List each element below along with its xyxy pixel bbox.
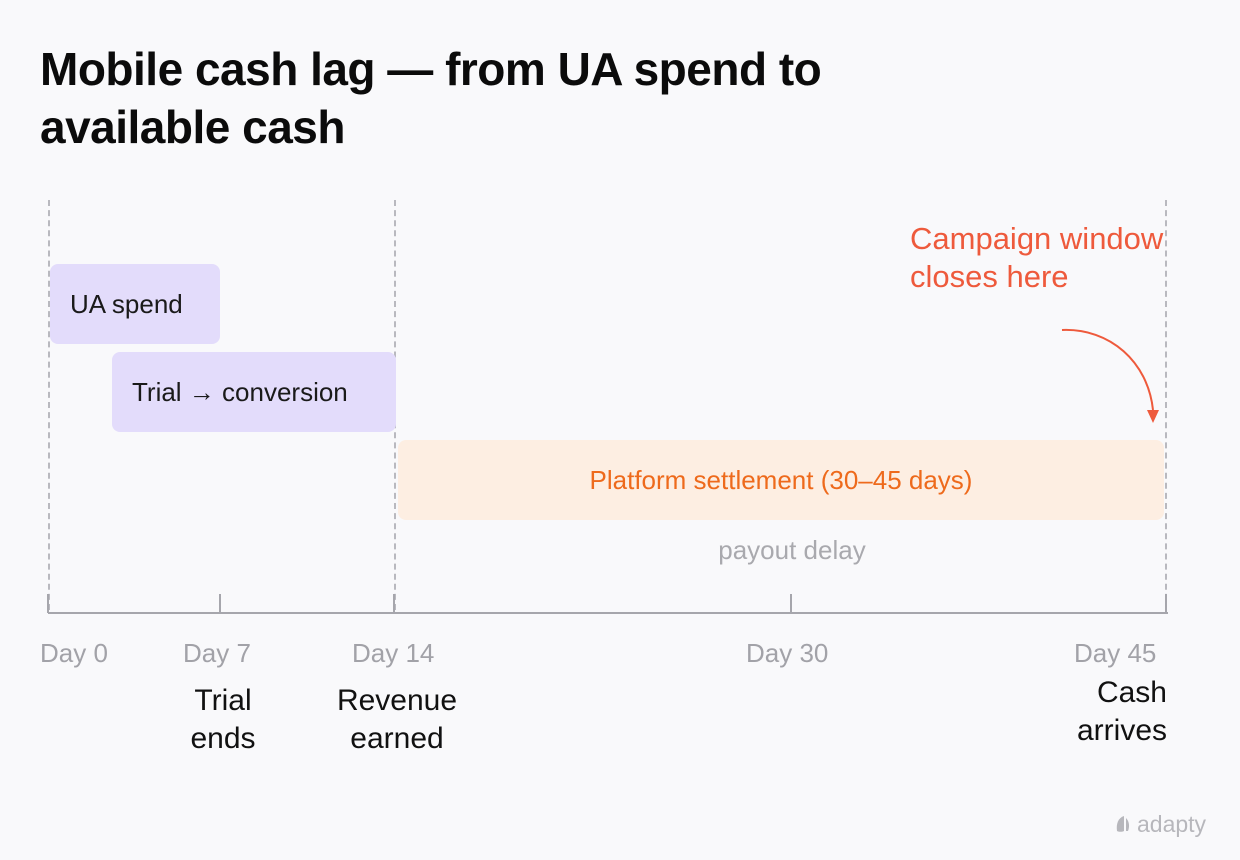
brand-logo: adapty xyxy=(1115,810,1206,838)
tick-day-30 xyxy=(790,594,792,613)
trial-conversion-label: Trial → conversion xyxy=(132,376,348,407)
milestone-trial-ends: Trial ends xyxy=(190,684,256,755)
tick-day-45 xyxy=(1165,594,1167,613)
tick-label-day-7: Day 7 xyxy=(183,638,251,668)
guide-line-day-0 xyxy=(48,200,50,610)
trial-conversion-bar: Trial → conversion xyxy=(112,352,396,432)
brand-name: adapty xyxy=(1137,810,1207,837)
campaign-window-callout: Campaign window closes here xyxy=(910,221,1164,294)
tick-day-0 xyxy=(47,594,49,613)
tick-day-7 xyxy=(219,594,221,613)
timeline-axis xyxy=(48,612,1168,614)
callout-arrow-head xyxy=(1147,410,1159,423)
ua-spend-bar: UA spend xyxy=(50,264,220,344)
guide-line-day-45 xyxy=(1165,200,1167,610)
page-title: Mobile cash lag — from UA spend to avail… xyxy=(40,43,822,153)
tick-label-day-14: Day 14 xyxy=(352,638,435,668)
platform-settlement-bar: Platform settlement (30–45 days) xyxy=(398,440,1164,520)
tick-label-day-0: Day 0 xyxy=(40,638,108,668)
ua-spend-label: UA spend xyxy=(70,288,183,319)
payout-delay-label: payout delay xyxy=(718,535,866,565)
adapty-logo-icon xyxy=(1116,816,1130,832)
milestone-revenue-earned: Revenue earned xyxy=(336,684,458,755)
tick-label-day-45: Day 45 xyxy=(1074,638,1157,668)
callout-arrow-curve xyxy=(1061,328,1154,411)
tick-day-14 xyxy=(393,594,395,613)
platform-settlement-label: Platform settlement (30–45 days) xyxy=(589,464,973,495)
milestone-cash-arrives: Cash arrives xyxy=(1076,676,1167,747)
tick-label-day-30: Day 30 xyxy=(746,638,829,668)
